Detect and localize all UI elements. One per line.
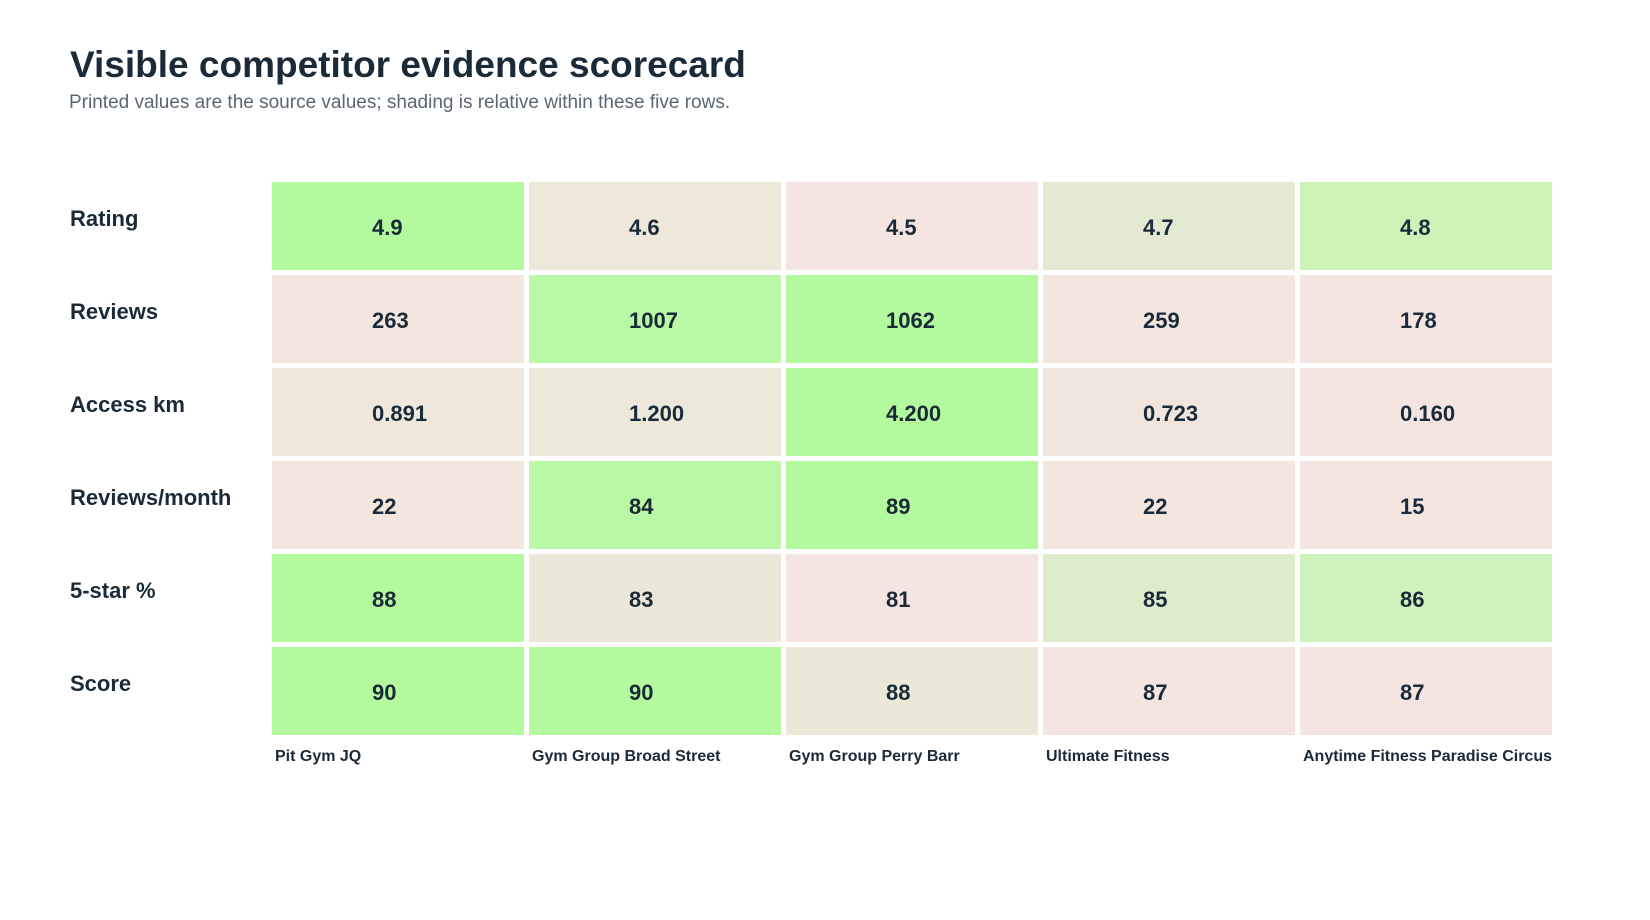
cell-value: 88 <box>372 587 396 612</box>
cell-value: 85 <box>1143 587 1167 612</box>
heatmap-cell <box>1300 368 1552 456</box>
heatmap-cell <box>529 647 781 735</box>
heatmap-cell <box>529 182 781 270</box>
cell-value: 22 <box>372 494 396 519</box>
heatmap-cell <box>1300 275 1552 363</box>
cell-value: 178 <box>1400 308 1437 333</box>
heatmap-cell <box>1043 182 1295 270</box>
heatmap-cell <box>529 275 781 363</box>
heatmap-cell <box>272 182 524 270</box>
column-label: Gym Group Perry Barr <box>789 748 960 765</box>
heatmap-cell <box>272 461 524 549</box>
heatmap-cell <box>272 368 524 456</box>
heatmap-cell <box>272 554 524 642</box>
column-label: Anytime Fitness Paradise Circus <box>1303 748 1552 765</box>
cell-value: 4.6 <box>629 215 660 240</box>
cell-value: 1007 <box>629 308 678 333</box>
heatmap-cell <box>1043 647 1295 735</box>
heatmap-cell <box>529 368 781 456</box>
chart-title: Visible competitor evidence scorecard <box>70 44 746 85</box>
cell-value: 4.5 <box>886 215 917 240</box>
heatmap-cell <box>1300 554 1552 642</box>
row-label: Rating <box>70 206 138 231</box>
row-label: 5-star % <box>70 578 156 603</box>
cell-value: 22 <box>1143 494 1167 519</box>
cell-value: 90 <box>629 680 653 705</box>
cell-value: 4.9 <box>372 215 403 240</box>
heatmap-cell <box>1043 461 1295 549</box>
cell-value: 0.723 <box>1143 401 1198 426</box>
cell-value: 4.200 <box>886 401 941 426</box>
cell-value: 87 <box>1143 680 1167 705</box>
heatmap-cell <box>272 275 524 363</box>
cell-value: 88 <box>886 680 910 705</box>
column-label: Ultimate Fitness <box>1046 748 1170 765</box>
column-label: Pit Gym JQ <box>275 748 361 765</box>
heatmap-cell <box>786 182 1038 270</box>
cell-value: 84 <box>629 494 654 519</box>
chart-subtitle: Printed values are the source values; sh… <box>69 92 731 113</box>
heatmap-cell <box>786 554 1038 642</box>
row-label: Reviews <box>70 299 158 324</box>
heatmap-cell <box>786 647 1038 735</box>
cell-value: 86 <box>1400 587 1424 612</box>
cell-value: 0.891 <box>372 401 427 426</box>
heatmap-cell <box>529 461 781 549</box>
row-label: Access km <box>70 392 185 417</box>
cell-value: 83 <box>629 587 653 612</box>
cell-value: 259 <box>1143 308 1180 333</box>
cell-value: 81 <box>886 587 910 612</box>
row-label: Score <box>70 671 131 696</box>
heatmap-cell <box>786 461 1038 549</box>
cell-value: 263 <box>372 308 409 333</box>
row-label: Reviews/month <box>70 485 231 510</box>
heatmap-cell <box>786 275 1038 363</box>
cell-value: 1062 <box>886 308 935 333</box>
cell-value: 1.200 <box>629 401 684 426</box>
heatmap-cell <box>1043 368 1295 456</box>
cell-value: 0.160 <box>1400 401 1455 426</box>
heatmap-cell <box>1300 647 1552 735</box>
cell-value: 4.7 <box>1143 215 1174 240</box>
heatmap-cell <box>1043 275 1295 363</box>
heatmap-cell <box>1043 554 1295 642</box>
cell-value: 87 <box>1400 680 1424 705</box>
heatmap-cell <box>1300 461 1552 549</box>
heatmap-cell <box>529 554 781 642</box>
cell-value: 89 <box>886 494 910 519</box>
cell-value: 4.8 <box>1400 215 1431 240</box>
heatmap-cell <box>786 368 1038 456</box>
cell-value: 15 <box>1400 494 1424 519</box>
heatmap-cell <box>1300 182 1552 270</box>
cell-value: 90 <box>372 680 396 705</box>
column-label: Gym Group Broad Street <box>532 748 721 765</box>
heatmap-cell <box>272 647 524 735</box>
